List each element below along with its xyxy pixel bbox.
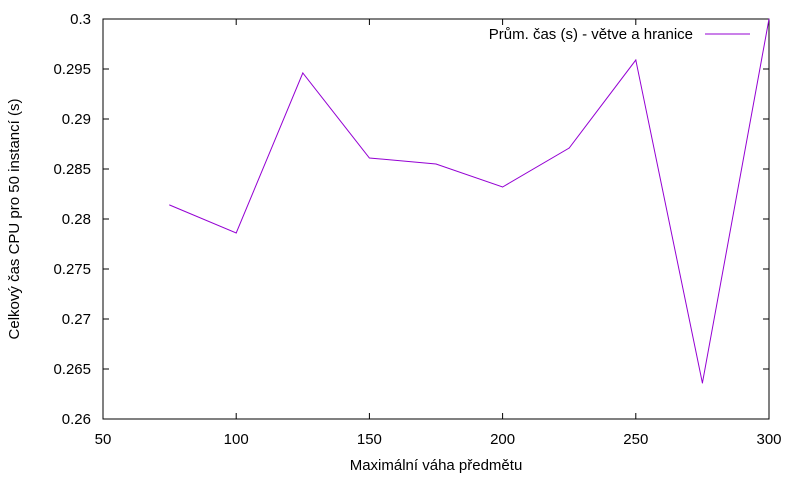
data-point [701, 382, 703, 384]
legend-label: Prům. čas (s) - větve a hranice [489, 26, 693, 43]
data-point [635, 59, 637, 61]
series-line [169, 18, 770, 384]
y-tick-label: 0.28 [62, 211, 91, 228]
x-tick-label: 250 [623, 431, 648, 448]
data-point [302, 72, 304, 74]
data-point [435, 163, 437, 165]
x-tick-label: 150 [357, 431, 382, 448]
data-point [502, 186, 504, 188]
data-point [235, 232, 237, 234]
x-tick-label: 100 [224, 431, 249, 448]
y-tick-label: 0.29 [62, 111, 91, 128]
x-tick-label: 50 [95, 431, 112, 448]
y-tick-label: 0.27 [62, 311, 91, 328]
x-axis-ticks: 50 100 150 200 250 300 [95, 19, 782, 448]
legend: Prům. čas (s) - větve a hranice [489, 26, 750, 43]
y-tick-label: 0.3 [70, 11, 91, 28]
data-point [169, 204, 171, 206]
y-tick-label: 0.265 [53, 361, 91, 378]
x-tick-label: 200 [490, 431, 515, 448]
y-tick-label: 0.295 [53, 61, 91, 78]
y-tick-label: 0.275 [53, 261, 91, 278]
x-tick-label: 300 [756, 431, 781, 448]
y-tick-label: 0.26 [62, 411, 91, 428]
x-axis-label: Maximální váha předmětu [350, 457, 523, 474]
y-tick-label: 0.285 [53, 161, 91, 178]
data-point [368, 157, 370, 159]
y-axis-ticks: 0.26 0.265 0.27 0.275 0.28 0.285 0.29 0.295 0.3 [53, 11, 769, 428]
series-lines [169, 18, 770, 384]
data-point [768, 18, 770, 20]
y-axis-label: Celkový čas CPU pro 50 instancí (s) [6, 99, 23, 340]
data-point [568, 147, 570, 149]
